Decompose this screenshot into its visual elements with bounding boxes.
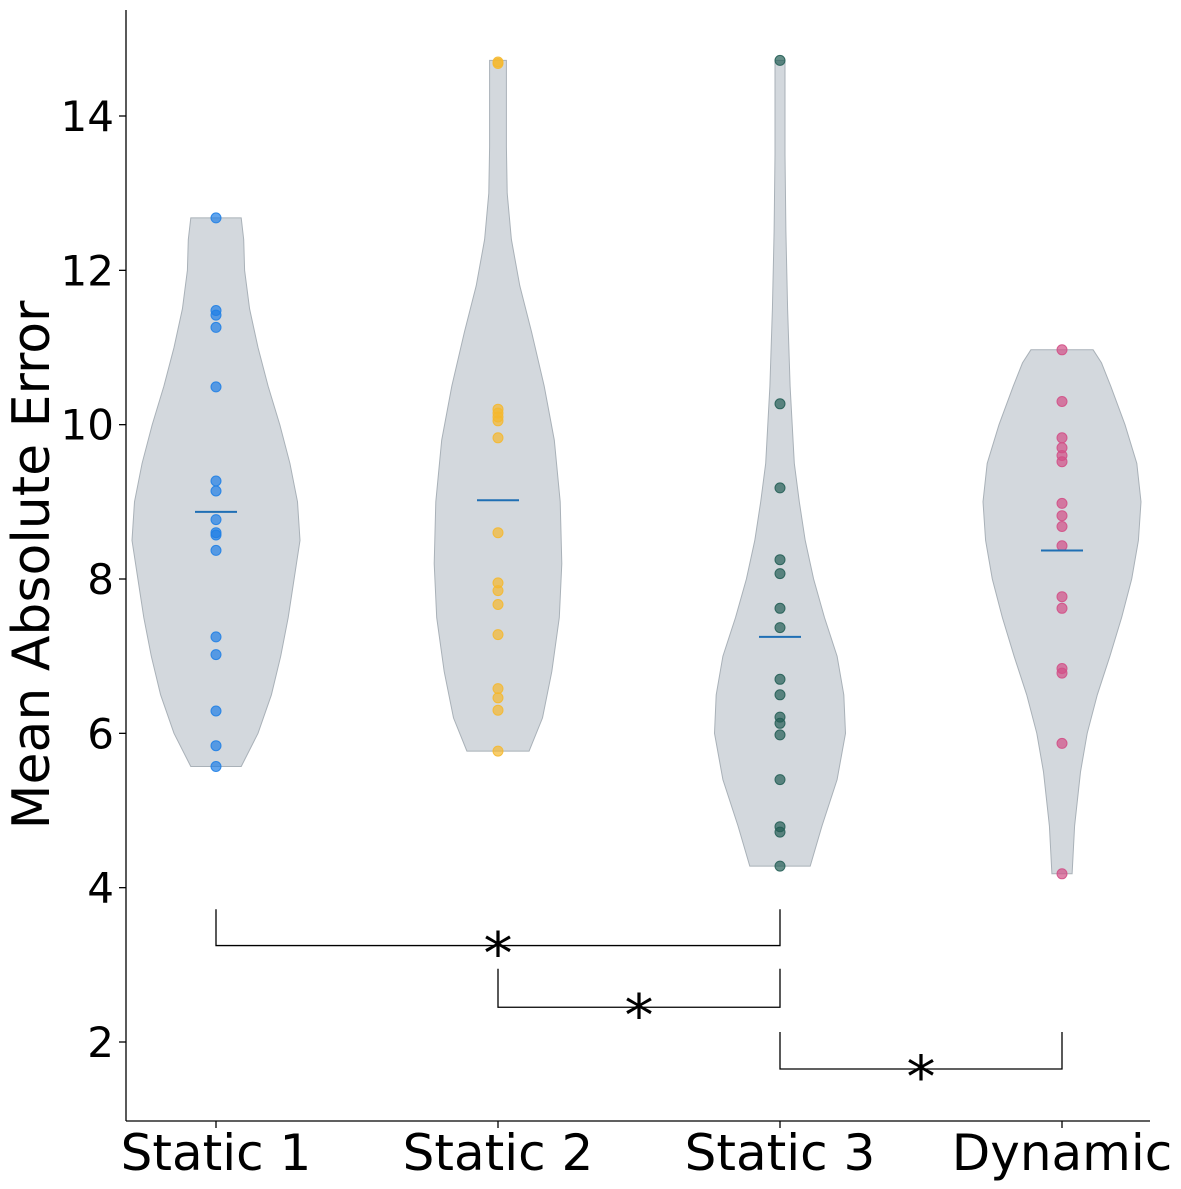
data-point xyxy=(1056,602,1068,614)
data-point xyxy=(1056,396,1068,407)
data-point xyxy=(210,514,222,526)
points-layer xyxy=(210,54,1068,880)
data-point xyxy=(210,321,222,333)
data-point xyxy=(492,629,504,641)
data-point xyxy=(210,740,222,752)
data-point xyxy=(774,826,786,838)
x-tick-label: Static 3 xyxy=(685,1124,876,1182)
data-point xyxy=(1056,510,1068,522)
data-point xyxy=(210,544,222,556)
data-point xyxy=(210,475,222,487)
data-point xyxy=(492,585,504,597)
data-point xyxy=(1056,521,1068,532)
significance-star: * xyxy=(907,1043,936,1111)
data-point xyxy=(774,554,786,566)
y-tick-label: 6 xyxy=(87,709,114,758)
violins-layer xyxy=(131,59,1142,875)
data-point xyxy=(1056,540,1068,552)
data-point xyxy=(210,761,222,772)
y-tick-label: 8 xyxy=(87,555,114,604)
data-point xyxy=(492,432,504,444)
data-point xyxy=(774,54,786,66)
data-point xyxy=(210,631,222,643)
data-point xyxy=(210,649,222,661)
data-point xyxy=(1056,456,1068,468)
data-point xyxy=(774,673,786,685)
violin-static-3 xyxy=(713,59,847,867)
axes-layer: 2 4 6 8 10 12 14 Static 1 Static 2 Static 3 Dynami… xyxy=(61,10,1173,1182)
data-point xyxy=(774,717,786,729)
y-tick-label: 10 xyxy=(61,401,114,450)
y-tick-label: 12 xyxy=(61,246,114,295)
data-point xyxy=(774,568,786,580)
significance-layer: *** xyxy=(215,909,1063,1111)
data-point xyxy=(1056,591,1068,603)
data-point xyxy=(774,729,786,741)
y-tick-label: 2 xyxy=(87,1018,114,1067)
data-point xyxy=(774,482,786,494)
x-tick-label: Static 2 xyxy=(403,1124,594,1182)
data-point xyxy=(1056,497,1068,509)
x-tick-label: Dynamic xyxy=(952,1124,1173,1182)
data-point xyxy=(210,212,222,224)
data-point xyxy=(492,599,504,610)
data-point xyxy=(1056,344,1068,356)
y-tick-label: 4 xyxy=(87,864,114,913)
x-tick-label: Static 1 xyxy=(121,1124,312,1182)
means-layer xyxy=(195,499,1083,638)
data-point xyxy=(492,692,504,704)
significance-bracket xyxy=(779,1031,1063,1070)
data-point xyxy=(774,398,786,410)
y-axis-label: Mean Absolute Error xyxy=(2,300,62,829)
data-point xyxy=(492,704,504,716)
data-point xyxy=(492,527,504,539)
data-point xyxy=(774,602,786,614)
data-point xyxy=(210,529,222,541)
data-point xyxy=(774,689,786,701)
data-point xyxy=(492,415,504,427)
data-point xyxy=(210,309,222,321)
data-point xyxy=(774,860,786,872)
data-point xyxy=(210,705,222,717)
significance-bracket xyxy=(215,909,781,947)
y-tick-label: 14 xyxy=(61,92,114,141)
data-point xyxy=(210,485,222,497)
data-point xyxy=(774,774,786,786)
significance-star: * xyxy=(625,981,654,1049)
data-point xyxy=(1056,667,1068,679)
data-point xyxy=(492,683,504,695)
data-point xyxy=(1056,737,1068,749)
data-point xyxy=(492,745,504,757)
data-point xyxy=(492,58,504,69)
data-point xyxy=(1056,432,1068,444)
data-point xyxy=(1056,868,1068,880)
data-point xyxy=(210,381,222,393)
data-point xyxy=(774,622,786,634)
significance-bracket xyxy=(497,968,781,1008)
